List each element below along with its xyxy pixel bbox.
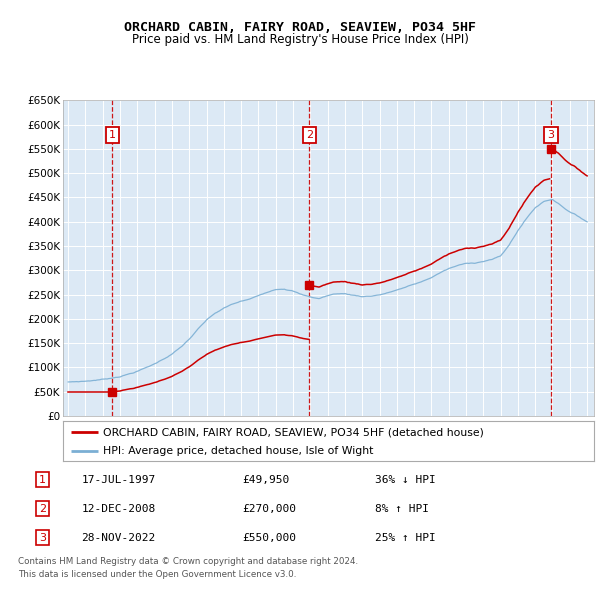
- Text: 8% ↑ HPI: 8% ↑ HPI: [375, 504, 429, 513]
- Text: 28-NOV-2022: 28-NOV-2022: [82, 533, 155, 543]
- Text: 25% ↑ HPI: 25% ↑ HPI: [375, 533, 436, 543]
- Text: ORCHARD CABIN, FAIRY ROAD, SEAVIEW, PO34 5HF: ORCHARD CABIN, FAIRY ROAD, SEAVIEW, PO34…: [124, 21, 476, 34]
- Text: 36% ↓ HPI: 36% ↓ HPI: [375, 474, 436, 484]
- Text: This data is licensed under the Open Government Licence v3.0.: This data is licensed under the Open Gov…: [18, 570, 296, 579]
- Text: ORCHARD CABIN, FAIRY ROAD, SEAVIEW, PO34 5HF (detached house): ORCHARD CABIN, FAIRY ROAD, SEAVIEW, PO34…: [103, 428, 484, 438]
- Text: 12-DEC-2008: 12-DEC-2008: [82, 504, 155, 513]
- Text: Price paid vs. HM Land Registry's House Price Index (HPI): Price paid vs. HM Land Registry's House …: [131, 33, 469, 46]
- Text: £550,000: £550,000: [242, 533, 296, 543]
- Text: HPI: Average price, detached house, Isle of Wight: HPI: Average price, detached house, Isle…: [103, 447, 373, 456]
- Text: 2: 2: [306, 130, 313, 140]
- Text: £270,000: £270,000: [242, 504, 296, 513]
- Text: 3: 3: [39, 533, 46, 543]
- Text: 1: 1: [39, 474, 46, 484]
- Text: 17-JUL-1997: 17-JUL-1997: [82, 474, 155, 484]
- Text: Contains HM Land Registry data © Crown copyright and database right 2024.: Contains HM Land Registry data © Crown c…: [18, 557, 358, 566]
- Text: 2: 2: [39, 504, 46, 513]
- Text: 1: 1: [109, 130, 116, 140]
- Text: 3: 3: [547, 130, 554, 140]
- Text: £49,950: £49,950: [242, 474, 290, 484]
